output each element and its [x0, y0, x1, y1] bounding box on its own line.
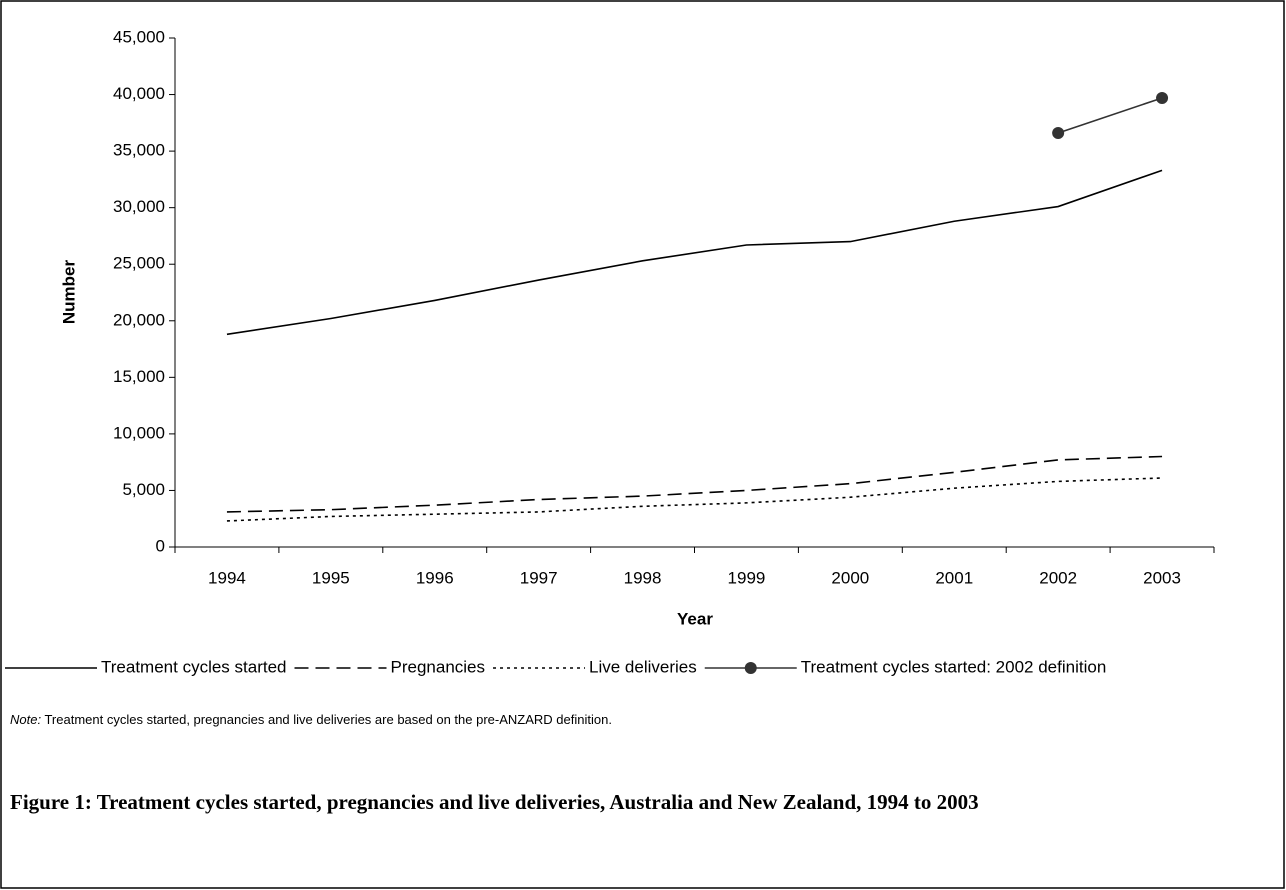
y-tick-label: 5,000	[122, 480, 165, 499]
y-axis-label: Number	[59, 260, 78, 325]
x-tick-label: 1995	[312, 568, 350, 587]
x-tick-label: 1999	[728, 568, 766, 587]
x-tick-label: 2002	[1039, 568, 1077, 587]
y-tick-label: 30,000	[113, 197, 165, 216]
note: Note: Treatment cycles started, pregnanc…	[10, 712, 612, 727]
series-marker	[1052, 127, 1065, 140]
y-tick-label: 20,000	[113, 310, 165, 329]
x-tick-label: 1998	[624, 568, 662, 587]
note-text: Treatment cycles started, pregnancies an…	[44, 712, 611, 727]
legend-label: Treatment cycles started: 2002 definitio…	[801, 657, 1107, 676]
x-tick-label: 1996	[416, 568, 454, 587]
x-tick-label: 1997	[520, 568, 558, 587]
caption: Figure 1: Treatment cycles started, preg…	[10, 790, 979, 814]
y-tick-label: 0	[156, 536, 165, 555]
y-tick-label: 15,000	[113, 367, 165, 386]
series-line	[1057, 97, 1163, 134]
x-tick-label: 2000	[831, 568, 869, 587]
y-tick-label: 35,000	[113, 141, 165, 160]
legend-label: Pregnancies	[391, 657, 486, 676]
note-label: Note:	[10, 712, 41, 727]
series-line	[226, 455, 1163, 513]
x-tick-label: 2001	[935, 568, 973, 587]
series-marker	[1156, 91, 1169, 104]
legend-label: Live deliveries	[589, 657, 697, 676]
x-axis-label: Year	[677, 609, 713, 628]
legend-label: Treatment cycles started	[101, 657, 287, 676]
x-tick-label: 2003	[1143, 568, 1181, 587]
series-line	[226, 477, 1163, 522]
series-line	[226, 169, 1163, 336]
y-tick-label: 25,000	[113, 254, 165, 273]
y-tick-label: 45,000	[113, 27, 165, 46]
x-tick-label: 1994	[208, 568, 246, 587]
y-tick-label: 10,000	[113, 423, 165, 442]
y-tick-label: 40,000	[113, 84, 165, 103]
legend-marker	[744, 662, 757, 674]
